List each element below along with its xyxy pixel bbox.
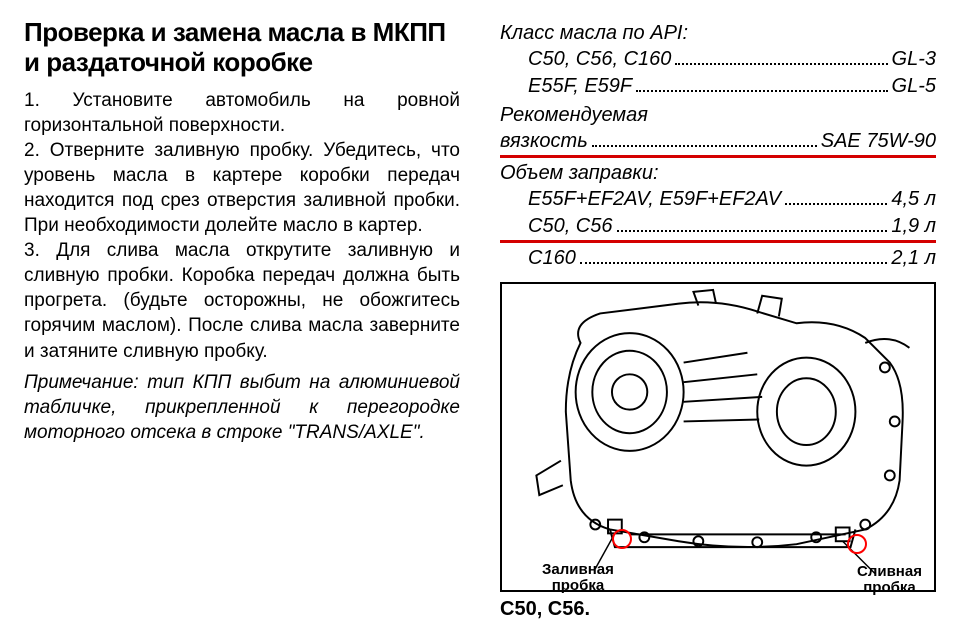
api-row-value: GL-3 [892,46,936,73]
gearbox-svg [502,284,934,584]
volume-row-value: 4,5 л [891,186,936,213]
red-marker-fill [612,529,632,549]
dotted-leader [617,230,888,232]
dotted-leader [675,63,887,65]
volume-row: E55F+EF2AV, E59F+EF2AV 4,5 л [500,186,936,213]
dotted-leader [785,203,887,205]
red-marker-drain [847,534,867,554]
dotted-leader [636,90,887,92]
api-row: E55F, E59F GL-5 [500,73,936,100]
volume-row-value: 1,9 л [891,213,936,240]
instruction-steps: 1. Установите автомобиль на ровной гориз… [24,88,460,364]
api-heading: Класс масла по API: [500,20,936,46]
fill-plug-label: Заливнаяпробка [542,562,614,594]
volume-row: C50, C56 1,9 л [500,213,936,243]
viscosity-heading: Рекомендуемая [500,102,936,128]
dotted-leader [592,145,817,147]
volume-row: C160 2,1 л [500,245,936,272]
drain-plug-label: Сливнаяпробка [857,564,922,596]
api-row-value: GL-5 [892,73,936,100]
diagram-caption: C50, C56. [500,598,936,621]
viscosity-row: вязкость SAE 75W-90 [500,128,936,158]
gearbox-diagram: Заливнаяпробка Сливнаяпробка [500,282,936,592]
volume-row-label: E55F+EF2AV, E59F+EF2AV [528,186,781,213]
volume-heading: Объем заправки: [500,160,936,186]
page-title: Проверка и замена масла в МКПП и раздато… [24,18,460,78]
note-block: Примечание: тип КПП выбит на алюминиевой… [24,370,460,445]
viscosity-value: SAE 75W-90 [821,128,936,155]
dotted-leader [580,262,888,264]
viscosity-label: вязкость [500,128,588,155]
api-row: C50, C56, C160 GL-3 [500,46,936,73]
volume-row-value: 2,1 л [891,245,936,272]
api-row-label: C50, C56, C160 [528,46,671,73]
volume-row-label: C50, C56 [528,213,613,240]
api-row-label: E55F, E59F [528,73,632,100]
volume-row-label: C160 [528,245,576,272]
note-label: Примечание [24,372,133,393]
